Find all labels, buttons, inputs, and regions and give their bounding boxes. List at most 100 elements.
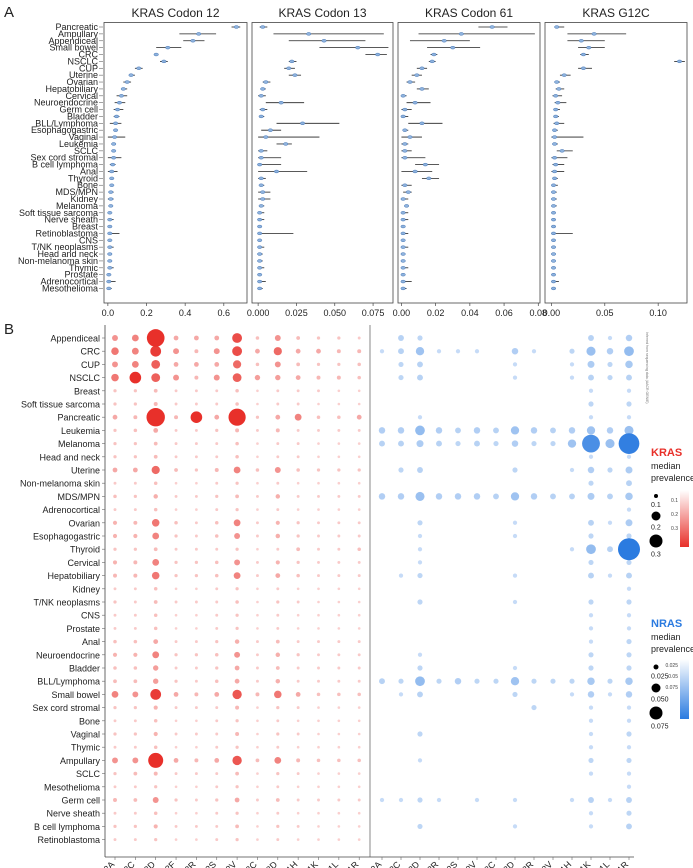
median-point (402, 107, 408, 112)
nras-bubble (435, 427, 443, 434)
kras-bubble (317, 798, 320, 802)
kras-bubble (133, 481, 137, 485)
nras-bubble (398, 348, 404, 355)
nras-bubble (588, 652, 594, 658)
kras-bubble (295, 348, 301, 354)
median-point (551, 190, 556, 194)
kras-bubble (111, 691, 119, 698)
kras-bubble (296, 627, 300, 630)
kras-bubble (146, 408, 165, 427)
nras-bubble (397, 427, 405, 434)
kras-bubble (276, 600, 280, 604)
kras-bubble (317, 547, 320, 551)
kras-bubble (215, 547, 219, 551)
nras-bubble (588, 374, 594, 381)
kras-bubble (133, 573, 138, 578)
kras-bubble (317, 389, 320, 393)
forest-row-label: Anal (80, 166, 98, 176)
kras-bubble (296, 798, 300, 802)
median-point (257, 279, 263, 284)
nras-bubble (474, 440, 480, 447)
median-point (554, 25, 560, 29)
kras-bubble (337, 362, 341, 367)
nras-bubble (454, 493, 462, 500)
median-point (551, 266, 556, 270)
kras-bubble (215, 587, 219, 591)
kras-bubble (357, 574, 361, 578)
codon-column-label: G13R (512, 859, 536, 868)
bubble-row-label: Thyroid (70, 545, 100, 555)
kras-bubble (234, 797, 240, 803)
kras-bubble (194, 442, 198, 446)
nras-bubble (417, 547, 423, 552)
median-point (553, 162, 559, 167)
codon-column-label: G13C (235, 859, 259, 868)
kras-bubble (113, 508, 117, 512)
kras-bubble (113, 455, 117, 459)
median-point (306, 32, 312, 36)
kras-bubble (132, 467, 138, 473)
kras-bubble (357, 560, 361, 564)
kras-bubble (195, 785, 198, 789)
nras-bubble (569, 375, 575, 380)
kras-bubble (214, 362, 220, 367)
kras-bubble (357, 534, 361, 538)
kras-bubble (150, 345, 162, 357)
kras-bubble (256, 442, 259, 445)
kras-bubble (337, 640, 341, 644)
median-point (260, 25, 266, 29)
nras-bubble (588, 454, 594, 459)
median-point (106, 286, 112, 291)
forest-row-label: Thymic (69, 263, 98, 273)
kras-bubble (233, 466, 241, 474)
kras-bubble (133, 415, 138, 420)
kras-bubble (153, 613, 158, 617)
kras-bubble (357, 389, 361, 393)
kras-bubble (235, 613, 239, 617)
kras-bubble (173, 692, 179, 697)
kras-bubble (357, 375, 361, 380)
kras-bubble (337, 547, 341, 551)
kras-bubble (133, 732, 137, 736)
kras-bubble (357, 455, 361, 459)
kras-bubble (113, 402, 117, 406)
median-point (136, 66, 142, 70)
kras-bubble (357, 825, 361, 828)
kras-bubble (275, 560, 280, 565)
median-point (274, 169, 279, 174)
kras-bubble (275, 428, 280, 433)
bubble-row-label: Germ cell (61, 796, 100, 806)
kras-bubble (276, 771, 280, 776)
kras-bubble (215, 508, 219, 512)
kras-bubble (133, 798, 138, 802)
kras-bubble (337, 719, 341, 723)
nras-bubble (569, 493, 575, 500)
nras-bubble (626, 388, 632, 393)
bubble-row-label: NSCLC (69, 373, 100, 383)
kras-bubble (235, 824, 239, 829)
legend-gene-title: KRAS (651, 447, 682, 459)
nras-bubble (588, 824, 594, 829)
nras-bubble (588, 599, 594, 605)
median-point (580, 66, 586, 70)
median-point (551, 211, 556, 215)
median-point (283, 142, 289, 146)
nras-bubble (607, 375, 613, 381)
kras-bubble (276, 811, 280, 815)
kras-bubble (337, 679, 341, 683)
kras-bubble (232, 373, 242, 382)
forest-row-label: Melanoma (56, 201, 98, 211)
bubble-row-label: T/NK neoplasms (33, 598, 100, 608)
kras-bubble (256, 653, 259, 657)
median-point (257, 217, 263, 222)
median-point (400, 245, 406, 249)
kras-bubble (194, 772, 198, 776)
codon-column-label: Q61K (569, 859, 592, 868)
kras-bubble (235, 428, 240, 433)
nras-bubble (531, 678, 537, 684)
kras-bubble (133, 838, 137, 842)
legend-title-line: prevalence (651, 473, 693, 483)
kras-bubble (112, 467, 118, 473)
kras-bubble (112, 560, 118, 565)
median-point (552, 135, 558, 139)
